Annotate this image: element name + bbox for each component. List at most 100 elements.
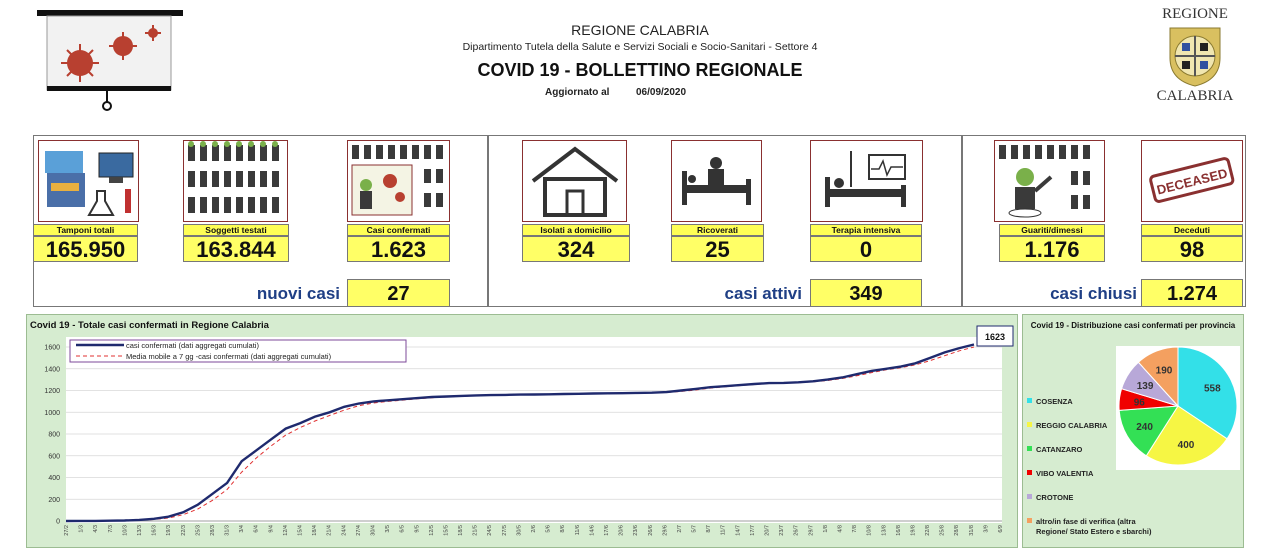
x-tick-label: 9/4 bbox=[268, 525, 274, 533]
y-tick-label: 200 bbox=[48, 497, 60, 504]
x-tick-label: 22/3 bbox=[181, 525, 187, 536]
x-tick-label: 28/3 bbox=[210, 525, 216, 536]
soggetti-tile bbox=[183, 140, 288, 222]
x-tick-label: 1/8 bbox=[823, 525, 829, 533]
x-tick-label: 3/5 bbox=[385, 525, 391, 533]
hospital-bed-icon bbox=[682, 157, 751, 205]
tamponi-value: 165.950 bbox=[33, 236, 138, 262]
x-tick-label: 4/8 bbox=[837, 525, 843, 533]
updated-label: Aggiornato al bbox=[545, 87, 610, 98]
x-tick-label: 6/5 bbox=[400, 525, 406, 533]
legend-swatch bbox=[1027, 422, 1032, 427]
legend-swatch bbox=[1027, 446, 1032, 451]
x-tick-label: 6/9 bbox=[998, 525, 1004, 533]
logo-text-top: REGIONE bbox=[1162, 6, 1228, 22]
casi-chiusi-value: 1.274 bbox=[1141, 279, 1243, 307]
x-tick-label: 24/5 bbox=[487, 525, 493, 536]
x-tick-label: 18/5 bbox=[458, 525, 464, 536]
legend-swatch bbox=[1027, 518, 1032, 523]
x-tick-label: 27/4 bbox=[356, 525, 362, 536]
x-tick-label: 27/5 bbox=[502, 525, 508, 536]
x-tick-label: 29/6 bbox=[662, 525, 668, 536]
x-tick-label: 5/6 bbox=[546, 525, 552, 533]
line-chart: 27/2 1/3 4/3 7/3 10/3 13/3 16/3 19/3 22/3 25/3 28/… bbox=[44, 325, 1014, 536]
logo-text-bottom: CALABRIA bbox=[1156, 88, 1234, 104]
region-heading: REGIONE CALABRIA bbox=[571, 22, 709, 38]
x-tick-label: 19/3 bbox=[166, 525, 172, 536]
x-tick-label: 12/4 bbox=[283, 525, 289, 536]
x-tick-label: 13/3 bbox=[137, 525, 143, 536]
department-heading: Dipartimento Tutela della Salute e Servi… bbox=[462, 41, 818, 53]
x-tick-label: 5/7 bbox=[692, 525, 698, 533]
x-tick-label: 18/4 bbox=[312, 525, 318, 536]
terapia-tile bbox=[810, 140, 923, 222]
x-tick-label: 17/7 bbox=[750, 525, 756, 536]
confermati-value: 1.623 bbox=[347, 236, 450, 262]
pie-slice-label: 190 bbox=[1156, 366, 1173, 377]
x-tick-label: 20/7 bbox=[765, 525, 771, 536]
terapia-label: Terapia intensiva bbox=[810, 224, 922, 236]
x-tick-label: 22/8 bbox=[925, 525, 931, 536]
tamponi-label: Tamponi totali bbox=[33, 224, 138, 236]
ricoverati-label: Ricoverati bbox=[671, 224, 764, 236]
legend-average-text: Media mobile a 7 gg -casi confermati (da… bbox=[126, 352, 332, 361]
y-tick-label: 800 bbox=[48, 432, 60, 439]
y-tick-label: 1200 bbox=[44, 388, 60, 395]
x-tick-label: 4/3 bbox=[93, 525, 99, 533]
ricoverati-value: 25 bbox=[671, 236, 764, 262]
regione-calabria-logo bbox=[1169, 27, 1221, 87]
pie-slice-label: 400 bbox=[1178, 440, 1195, 451]
x-tick-label: 30/4 bbox=[370, 525, 376, 536]
deceduti-value: 98 bbox=[1141, 236, 1243, 262]
page-title: COVID 19 - BOLLETTINO REGIONALE bbox=[477, 60, 803, 80]
deceduti-tile: DECEASED bbox=[1141, 140, 1243, 222]
x-tick-label: 12/5 bbox=[429, 525, 435, 536]
x-tick-label: 11/7 bbox=[721, 525, 727, 535]
x-tick-label: 25/3 bbox=[195, 525, 201, 536]
infected-person-icon bbox=[351, 145, 443, 216]
x-tick-label: 31/8 bbox=[969, 525, 975, 536]
x-tick-label: 16/8 bbox=[896, 525, 902, 536]
legend-swatch bbox=[1027, 470, 1032, 475]
lab-equipment-icon bbox=[45, 151, 134, 216]
pie-slice bbox=[1137, 346, 1179, 408]
x-tick-label: 6/4 bbox=[254, 525, 260, 533]
x-tick-label: 15/5 bbox=[443, 525, 449, 536]
x-tick-label: 11/6 bbox=[575, 525, 581, 535]
legend-swatch bbox=[1027, 494, 1032, 499]
x-tick-label: 29/7 bbox=[808, 525, 814, 536]
x-tick-label: 23/6 bbox=[633, 525, 639, 536]
x-tick-label: 23/7 bbox=[779, 525, 785, 536]
pie-slice-label: 139 bbox=[1137, 381, 1154, 392]
x-tick-label: 2/7 bbox=[677, 525, 683, 533]
x-tick-label: 19/8 bbox=[910, 525, 916, 536]
legend-item-label: CATANZARO bbox=[1036, 445, 1083, 454]
virus-board-icon bbox=[37, 10, 183, 111]
ricoverati-tile bbox=[671, 140, 762, 222]
confermati-label: Casi confermati bbox=[347, 224, 450, 236]
legend-item-label: altro/in fase di verifica (altra Regione… bbox=[1036, 517, 1152, 536]
legend-swatch bbox=[1027, 398, 1032, 403]
pie-slice-label: 240 bbox=[1136, 422, 1153, 433]
nuovi-casi-label: nuovi casi bbox=[256, 284, 340, 303]
isolati-tile bbox=[522, 140, 627, 222]
isolati-label: Isolati a domicilio bbox=[522, 224, 630, 236]
x-tick-label: 28/8 bbox=[954, 525, 960, 536]
x-tick-label: 14/6 bbox=[589, 525, 595, 536]
x-tick-label: 2/6 bbox=[531, 525, 537, 533]
x-tick-label: 30/5 bbox=[516, 525, 522, 536]
confermati-tile bbox=[347, 140, 450, 222]
x-tick-label: 25/8 bbox=[940, 525, 946, 536]
x-tick-label: 3/9 bbox=[983, 525, 989, 533]
legend-item-label: VIBO VALENTIA bbox=[1036, 469, 1094, 478]
series-confirmed-cases-line bbox=[65, 343, 975, 523]
x-tick-label: 27/2 bbox=[64, 525, 70, 536]
people-grid-icon bbox=[188, 141, 279, 213]
x-tick-label: 24/4 bbox=[341, 525, 347, 536]
legend-item-label: REGGIO CALABRIA bbox=[1036, 421, 1108, 430]
pie-slice-label: 558 bbox=[1204, 384, 1221, 395]
guariti-tile bbox=[994, 140, 1105, 222]
pie-slice bbox=[1118, 405, 1179, 457]
legend-item-label: CROTONE bbox=[1036, 493, 1074, 502]
